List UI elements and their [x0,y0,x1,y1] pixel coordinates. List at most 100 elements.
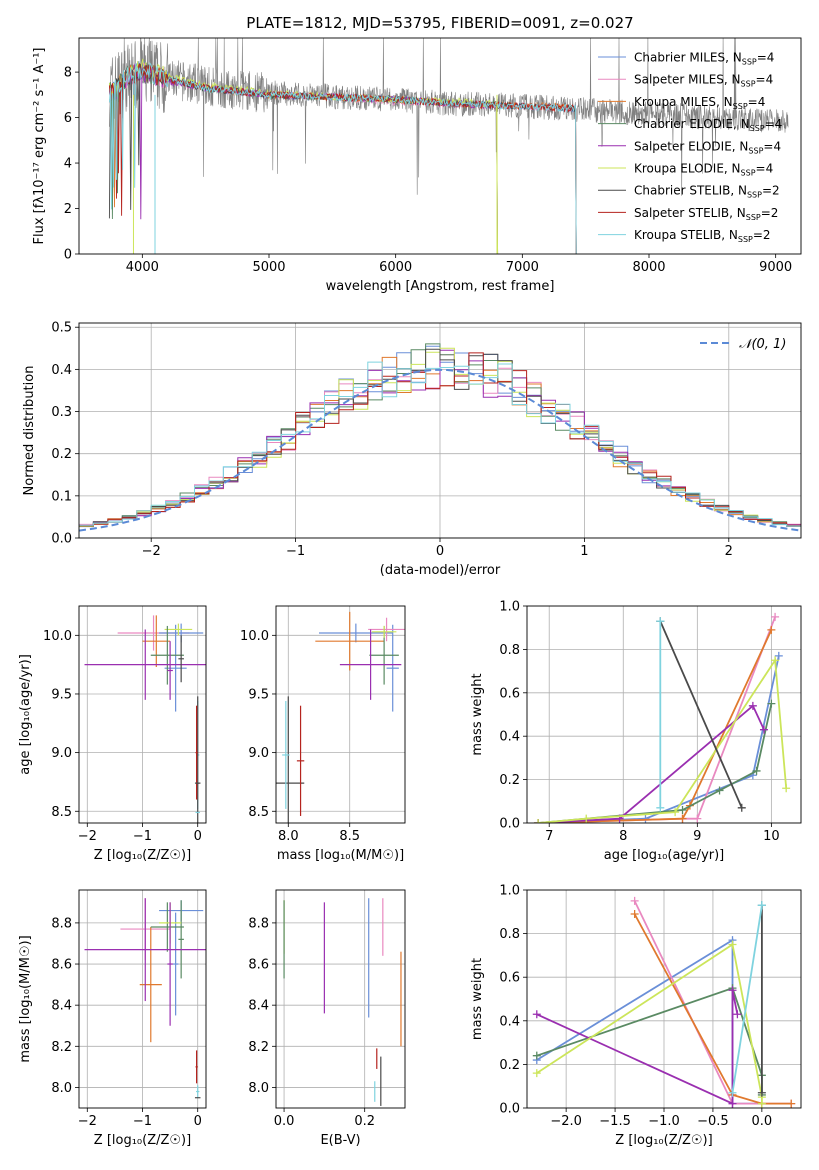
errorbar-point [195,705,198,800]
plus-marker [767,625,776,634]
legend-label: 𝒩(0, 1) [739,337,786,352]
y-axis-label: age [log₁₀(age/yr)] [18,654,33,775]
plus-marker [787,1099,796,1108]
y-tick-label: 0.3 [51,405,72,420]
errorbar-point [84,629,206,700]
y-tick-label: 8.0 [51,1081,72,1096]
x-axis-label: wavelength [Angstrom, rest frame] [326,279,555,294]
plus-marker [532,1051,541,1060]
plus-marker [771,656,780,665]
axes-frame-residuals [78,322,802,539]
y-tick-label: 0.2 [51,447,72,462]
y-axis-label: Normed distribution [22,366,37,496]
residuals-legend: 𝒩(0, 1) [700,337,786,352]
x-tick-label: −1 [133,829,152,844]
x-tick-label: −2.0 [550,1114,582,1129]
y-tick-label: 2 [64,202,72,217]
plot-area-mass_vs_Z [79,890,206,1108]
errorbar-point [276,696,305,823]
spectrum-line-kroupa-stelib [108,62,577,254]
weight-line-salpeter-elodie [538,704,765,823]
x-axis-label: (data-model)/error [380,563,501,578]
plot-mass_weight_vs_age: 7 8 9 10 0.0 0.2 0.4 0.6 0.8 1.0 age [log₁₀(age/yr… [470,600,802,863]
errorbar-point [150,625,184,685]
y-tick-label: 9.0 [248,746,269,761]
plus-marker [757,1088,766,1097]
y-tick-label: 0 [64,248,72,263]
axes-frame-mass_vs_Z [78,889,207,1109]
x-tick-label: 10 [763,829,780,844]
plot-area-spectrum [108,38,789,254]
spectrum-line-data [109,38,789,196]
x-tick-label: 0.2 [354,1114,375,1129]
errorbar-point [139,927,162,1043]
x-axis-label: Z [log₁₀(Z/Z☉)] [615,1133,712,1148]
x-tick-label: 0.0 [274,1114,295,1129]
x-tick-label: 7000 [506,260,539,275]
y-tick-label: 0.2 [499,773,520,788]
plus-marker [771,612,780,621]
errorbar-point [296,705,305,816]
x-tick-label: 1 [580,544,588,559]
y-tick-label: 0.0 [499,817,520,832]
x-axis-label: mass [log₁₀(M/M☉)] [277,848,404,863]
plus-marker [757,1099,766,1108]
x-tick-label: −2 [78,1114,97,1129]
normal-curve [79,368,801,532]
plus-marker [693,814,702,823]
legend-label: Chabrier ELODIE, NSSP=4 [634,117,782,133]
y-axis-label: Flux [fλ10⁻¹⁷ erg cm⁻² s⁻¹ A⁻¹] [32,48,47,245]
x-tick-label: 8.5 [339,829,360,844]
errorbar-point [172,912,179,1016]
plus-marker [767,699,776,708]
y-tick-label: 0.4 [51,363,72,378]
plot-age_vs_Z: −2 −1 0 8.5 9.0 9.5 10.0 Z [log₁₀(Z/Z☉)] age [lo… [18,605,207,863]
plot-mass_vs_ebv: 0.0 0.2 8.0 8.2 8.4 8.6 8.8 E(B-V) [248,889,406,1148]
plus-marker [728,940,737,949]
y-tick-label: 0.2 [499,1058,520,1073]
errorbar-point [84,898,206,1002]
x-axis-label: Z [log₁₀(Z/Z☉)] [94,848,191,863]
ticks-age_vs_Z: −2 −1 0 8.5 9.0 9.5 10.0 [43,629,202,844]
y-tick-label: 8.4 [51,999,72,1014]
errorbar-point [178,635,184,683]
plus-marker [671,808,680,817]
errorbar-point [150,902,184,952]
plus-marker [748,701,757,710]
plus-marker [757,901,766,910]
y-tick-label: 4 [64,157,72,172]
errorbar-point [319,623,393,643]
spectrum-legend: Chabrier MILES, NSSP=4 Salpeter MILES, NS… [598,51,782,244]
plus-marker [534,819,543,823]
plot-residuals: −2 −1 0 1 2 0.0 0.1 0.2 0.3 0.4 0.5 (data-model)/er… [22,321,802,578]
errorbar-point [386,624,399,712]
y-axis-label: mass weight [470,673,485,755]
legend-label: Kroupa STELIB, NSSP=2 [634,228,771,244]
plus-marker [752,766,761,775]
plus-marker [737,803,746,812]
y-tick-label: 0.4 [499,1014,520,1029]
plot-mass_vs_Z: −2 −1 0 8.0 8.2 8.4 8.6 8.8 Z [log₁₀(Z/Z☉)] mass … [18,889,207,1148]
y-tick-label: 0.0 [51,532,72,547]
plus-marker [728,1088,737,1097]
y-tick-label: 0.6 [499,686,520,701]
weight-line-kroupa-miles [538,629,773,823]
ticks-residuals: −2 −1 0 1 2 0.0 0.1 0.2 0.3 0.4 0.5 [51,321,733,559]
legend-label: Kroupa MILES, NSSP=4 [634,95,765,111]
plus-marker [532,1069,541,1078]
plus-marker [678,805,687,814]
y-tick-label: 0.5 [51,321,72,336]
errorbar-point [167,641,173,700]
x-tick-label: 9000 [759,260,792,275]
plot-spectrum: 4000 5000 6000 7000 8000 9000 0 2 4 6 8 wavelength … [32,37,802,294]
y-tick-label: 1.0 [499,600,520,615]
y-tick-label: 9.5 [248,687,269,702]
x-tick-label: 0.0 [752,1114,773,1129]
x-tick-label: 8 [619,829,627,844]
x-tick-label: −1 [286,544,305,559]
plus-marker [582,814,591,823]
plus-marker [728,1099,737,1108]
y-axis-label: mass weight [470,958,485,1040]
y-tick-label: 9.0 [51,746,72,761]
